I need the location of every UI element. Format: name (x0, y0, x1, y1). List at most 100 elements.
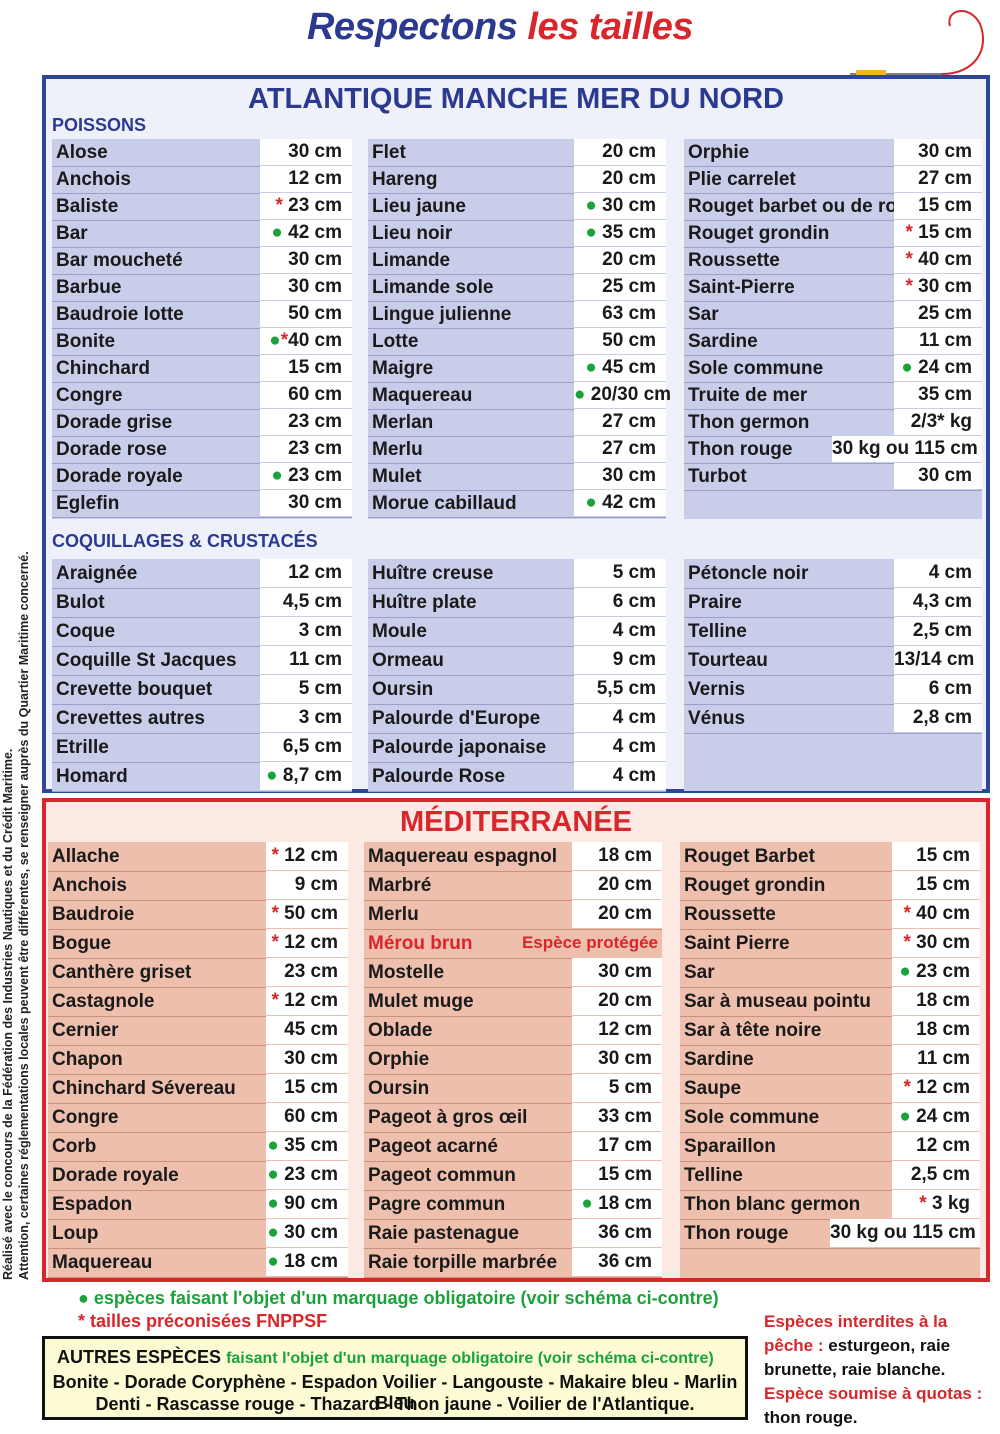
size-value: 4,5 cm (282, 591, 342, 612)
size-value: 30 cm (602, 195, 656, 216)
species-size: 4,3 cm (894, 588, 982, 616)
species-name: Saint-Pierre (688, 277, 795, 298)
species-size: 30 cm (572, 1045, 662, 1073)
species-name: Canthère griset (52, 962, 192, 983)
species-name: Thon rouge (684, 1223, 789, 1244)
species-size: * 30 cm (894, 274, 982, 300)
species-size: ●*40 cm (260, 328, 352, 354)
size-value: 30 cm (602, 465, 656, 486)
species-size: * 12 cm (892, 1074, 980, 1102)
species-name: Sar (688, 304, 719, 325)
table-row: Espadon ● 90 cm (48, 1190, 348, 1220)
species-name: Truite de mer (688, 385, 808, 406)
other-species-line-1: Bonite - Dorade Coryphène - Espadon Voil… (52, 1372, 738, 1413)
species-name: Vernis (688, 679, 746, 700)
fishing-hook-icon (850, 10, 985, 76)
species-name: Limande sole (372, 277, 494, 298)
table-row: Moule 4 cm (368, 617, 666, 647)
size-value: 35 cm (284, 1135, 338, 1156)
size-value: 20 cm (598, 990, 652, 1011)
species-name: Dorade rose (56, 439, 167, 460)
size-value: 18 cm (284, 1251, 338, 1272)
other-species-subtitle: faisant l'objet d'un marquage obligatoir… (226, 1350, 714, 1367)
species-size: ● 90 cm (266, 1190, 348, 1218)
table-row: Lotte 50 cm (368, 328, 666, 356)
species-size: ● 30 cm (266, 1219, 348, 1247)
size-value: 15 cm (288, 357, 342, 378)
size-value: 15 cm (918, 222, 972, 243)
species-name: Maquereau (52, 1252, 153, 1273)
size-value: 5 cm (298, 678, 342, 699)
table-row: Oursin 5 cm (364, 1074, 662, 1104)
species-name: Crevette bouquet (56, 679, 213, 700)
forbidden-list: esturgeon, raie brunette, raie blanche. (764, 1336, 951, 1379)
table-row: Limande sole 25 cm (368, 274, 666, 302)
species-name: Thon germon (688, 412, 810, 433)
table-row: Saint Pierre * 30 cm (680, 929, 980, 959)
size-value: 15 cm (284, 1077, 338, 1098)
size-value: 30 cm (284, 1048, 338, 1069)
species-size: 36 cm (572, 1248, 662, 1276)
species-size: 11 cm (894, 328, 982, 354)
species-size: 36 cm (572, 1219, 662, 1247)
species-name: Congre (56, 385, 123, 406)
species-name: Limande (372, 250, 451, 271)
side-note-line-2: Attention, certaines réglementations loc… (17, 551, 31, 1280)
size-value: 12 cm (288, 168, 342, 189)
species-size: ● 30 cm (574, 193, 666, 219)
species-name: Coquille St Jacques (56, 650, 237, 671)
species-name: Merlan (372, 412, 434, 433)
species-size: ● 24 cm (892, 1103, 980, 1131)
species-size: 4,5 cm (260, 588, 352, 616)
table-row: Flet 20 cm (368, 139, 666, 167)
size-value: 50 cm (288, 303, 342, 324)
species-size: ● 23 cm (266, 1161, 348, 1189)
species-name: Corb (52, 1136, 97, 1157)
species-name: Mulet muge (368, 991, 474, 1012)
species-name: Sardine (688, 331, 758, 352)
species-size: 4 cm (894, 559, 982, 587)
table-row: Dorade royale ● 23 cm (52, 463, 352, 491)
species-size: ● 20/30 cm (574, 382, 671, 408)
recommended-size-star-icon: * (271, 990, 285, 1011)
species-name: Thon blanc germon (684, 1194, 861, 1215)
table-row: Lieu noir ● 35 cm (368, 220, 666, 248)
size-value: 6 cm (928, 678, 972, 699)
size-value: 17 cm (598, 1135, 652, 1156)
species-size: 15 cm (266, 1074, 348, 1102)
size-value: 42 cm (288, 222, 342, 243)
size-value: 35 cm (918, 384, 972, 405)
size-value: 6 cm (612, 591, 656, 612)
size-value: 60 cm (284, 1106, 338, 1127)
species-name: Eglefin (56, 493, 120, 514)
table-row: Hareng 20 cm (368, 166, 666, 194)
size-value: 11 cm (917, 1048, 970, 1069)
size-value: 40 cm (916, 903, 970, 924)
mandatory-marking-dot-icon: ● (585, 222, 603, 243)
table-row: Palourde japonaise 4 cm (368, 733, 666, 763)
species-size: 30 cm (574, 463, 666, 489)
recommended-size-star-icon: * (271, 903, 285, 924)
species-size: 20 cm (574, 139, 666, 165)
species-size: * 12 cm (266, 929, 348, 957)
species-name: Lieu noir (372, 223, 453, 244)
species-name: Rouget grondin (684, 875, 826, 896)
species-name: Roussette (684, 904, 776, 925)
table-row: Orphie 30 cm (684, 139, 982, 167)
species-name: Oblade (368, 1020, 433, 1041)
species-size: 12 cm (572, 1016, 662, 1044)
species-size: * 12 cm (266, 842, 348, 870)
species-name: Maquereau (372, 385, 473, 406)
species-name: Bonite (56, 331, 116, 352)
table-row: Sar 25 cm (684, 301, 982, 329)
species-size: 45 cm (266, 1016, 348, 1044)
species-size: 63 cm (574, 301, 666, 327)
species-name: Telline (684, 1165, 743, 1186)
species-size: 2,5 cm (894, 617, 982, 645)
species-name: Marbré (368, 875, 432, 896)
table-row: Lingue julienne 63 cm (368, 301, 666, 329)
size-value: 35 cm (602, 222, 656, 243)
mandatory-marking-dot-icon: ● (585, 357, 603, 378)
table-column: Rouget Barbet 15 cm Rouget grondin 15 cm Rou… (680, 842, 980, 1278)
table-row: Chinchard Sévereau 15 cm (48, 1074, 348, 1104)
